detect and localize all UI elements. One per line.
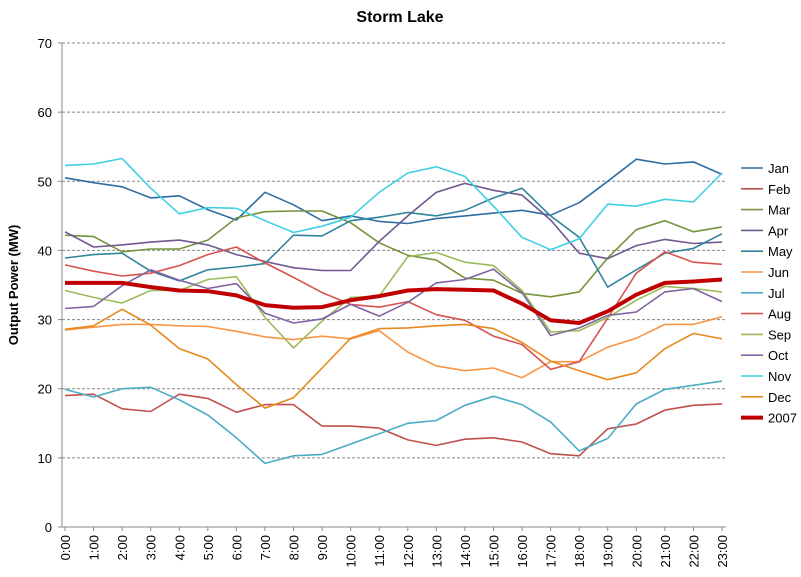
series-line <box>64 210 723 298</box>
x-tick-label: 2:00 <box>115 535 130 560</box>
x-tick-label: 1:00 <box>87 535 102 560</box>
x-tick-label: 15:00 <box>486 535 501 568</box>
x-tick-label: 12:00 <box>401 535 416 568</box>
series-line <box>64 380 723 465</box>
y-tick-label: 10 <box>38 451 52 466</box>
x-tick-label: 22:00 <box>686 535 701 568</box>
legend-label: Mar <box>768 203 791 218</box>
x-tick-label: 21:00 <box>658 535 673 568</box>
y-tick-label: 40 <box>38 243 52 258</box>
x-tick-label: 8:00 <box>287 535 302 560</box>
x-tick-label: 13:00 <box>429 535 444 568</box>
x-tick-label: 7:00 <box>258 535 273 560</box>
x-tick-label: 16:00 <box>515 535 530 568</box>
legend-label: Nov <box>768 369 792 384</box>
series-line <box>64 157 723 251</box>
series-line <box>64 316 723 379</box>
x-tick-label: 23:00 <box>715 535 730 568</box>
legend-label: Jun <box>768 265 789 280</box>
chart-title: Storm Lake <box>356 9 443 26</box>
legend-label: Dec <box>768 390 792 405</box>
x-tick-label: 9:00 <box>315 535 330 560</box>
y-tick-label: 50 <box>38 174 52 189</box>
y-tick-label: 60 <box>38 105 52 120</box>
x-tick-label: 11:00 <box>372 535 387 567</box>
series-line <box>64 187 723 288</box>
series-line <box>64 182 723 272</box>
series-line <box>64 393 723 457</box>
x-tick-label: 5:00 <box>201 535 216 560</box>
x-tick-label: 6:00 <box>229 535 244 560</box>
legend-label: 2007 <box>768 411 797 426</box>
x-tick-label: 18:00 <box>572 535 587 568</box>
x-tick-label: 3:00 <box>144 535 159 560</box>
series-line <box>65 277 723 325</box>
x-tick-label: 4:00 <box>172 535 187 560</box>
legend-label: Jul <box>768 286 785 301</box>
x-tick-label: 0:00 <box>58 535 73 560</box>
x-tick-label: 14:00 <box>458 535 473 568</box>
y-tick-label: 30 <box>38 313 52 328</box>
y-tick-label: 20 <box>38 382 52 397</box>
series-line <box>64 308 723 409</box>
y-tick-label: 70 <box>38 36 52 51</box>
legend-label: Aug <box>768 307 791 322</box>
legend-label: May <box>768 244 793 259</box>
x-tick-label: 20:00 <box>629 535 644 568</box>
legend-label: Apr <box>768 223 789 238</box>
legend-label: Jan <box>768 161 789 176</box>
x-tick-label: 19:00 <box>601 535 616 568</box>
legend-label: Sep <box>768 327 791 342</box>
legend-label: Feb <box>768 182 790 197</box>
y-axis-label: Output Power (MW) <box>6 225 21 346</box>
x-tick-label: 10:00 <box>344 535 359 568</box>
x-tick-label: 17:00 <box>544 535 559 568</box>
legend-label: Oct <box>768 348 789 363</box>
series-line <box>64 158 723 225</box>
y-tick-label: 0 <box>45 520 52 535</box>
series-line <box>64 268 723 337</box>
